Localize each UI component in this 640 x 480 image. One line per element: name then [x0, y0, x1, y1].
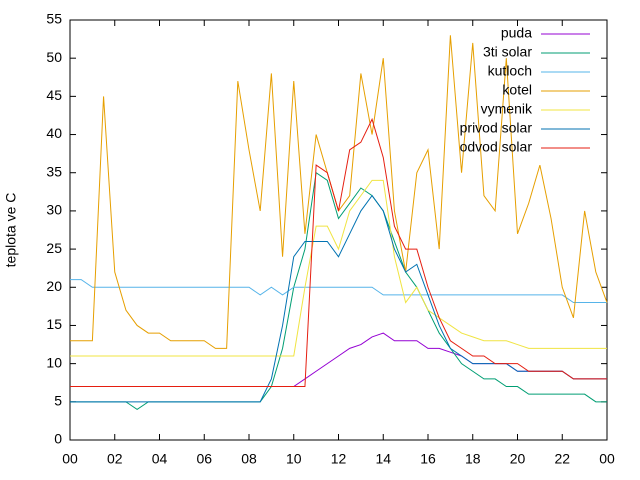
series-line [70, 179, 607, 357]
y-tick-label: 55 [46, 11, 62, 27]
y-tick-label: 30 [46, 202, 62, 218]
x-tick-label: 22 [554, 451, 570, 467]
legend-label: 3ti solar [483, 44, 532, 60]
x-tick-label: 08 [241, 451, 257, 467]
y-tick-label: 50 [46, 49, 62, 65]
x-tick-label: 06 [196, 451, 212, 467]
y-tick-label: 20 [46, 278, 62, 294]
series-line [70, 194, 607, 403]
x-tick-label: 20 [510, 451, 526, 467]
y-tick-label: 45 [46, 87, 62, 103]
legend-label: vymenik [481, 101, 533, 117]
legend-label: kutloch [488, 63, 532, 79]
x-tick-label: 16 [420, 451, 436, 467]
legend-label: puda [501, 25, 532, 41]
x-tick-label: 00 [62, 451, 78, 467]
x-tick-label: 14 [375, 451, 391, 467]
y-tick-label: 10 [46, 354, 62, 370]
x-tick-label: 12 [331, 451, 347, 467]
x-tick-label: 02 [107, 451, 123, 467]
y-tick-label: 40 [46, 125, 62, 141]
y-tick-label: 0 [54, 431, 62, 447]
legend-label: odvod solar [460, 139, 533, 155]
legend-label: privod solar [460, 120, 533, 136]
x-tick-label: 18 [465, 451, 481, 467]
y-tick-label: 25 [46, 240, 62, 256]
y-tick-label: 15 [46, 316, 62, 332]
series-line [70, 279, 607, 304]
y-axis-label: teplota ve C [3, 193, 19, 268]
legend-label: kotel [502, 82, 532, 98]
x-tick-label: 04 [152, 451, 168, 467]
y-tick-label: 5 [54, 393, 62, 409]
x-tick-label: 00 [599, 451, 615, 467]
x-tick-label: 10 [286, 451, 302, 467]
series-line [70, 117, 607, 388]
y-tick-label: 35 [46, 163, 62, 179]
